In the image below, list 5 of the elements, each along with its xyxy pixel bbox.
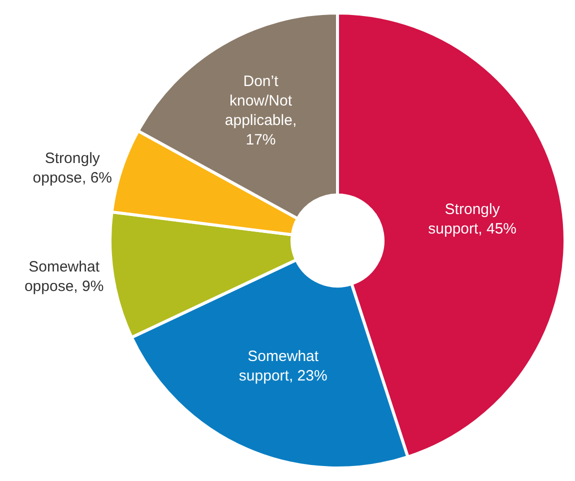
slice-label: Don’t know/Not applicable, 17%	[224, 72, 297, 148]
slice-label: Strongly oppose, 6%	[32, 150, 112, 187]
slice-label: Somewhat support, 23%	[238, 348, 328, 384]
slice-label: Somewhat oppose, 9%	[24, 258, 104, 295]
slice-label: Strongly support, 45%	[428, 200, 517, 238]
